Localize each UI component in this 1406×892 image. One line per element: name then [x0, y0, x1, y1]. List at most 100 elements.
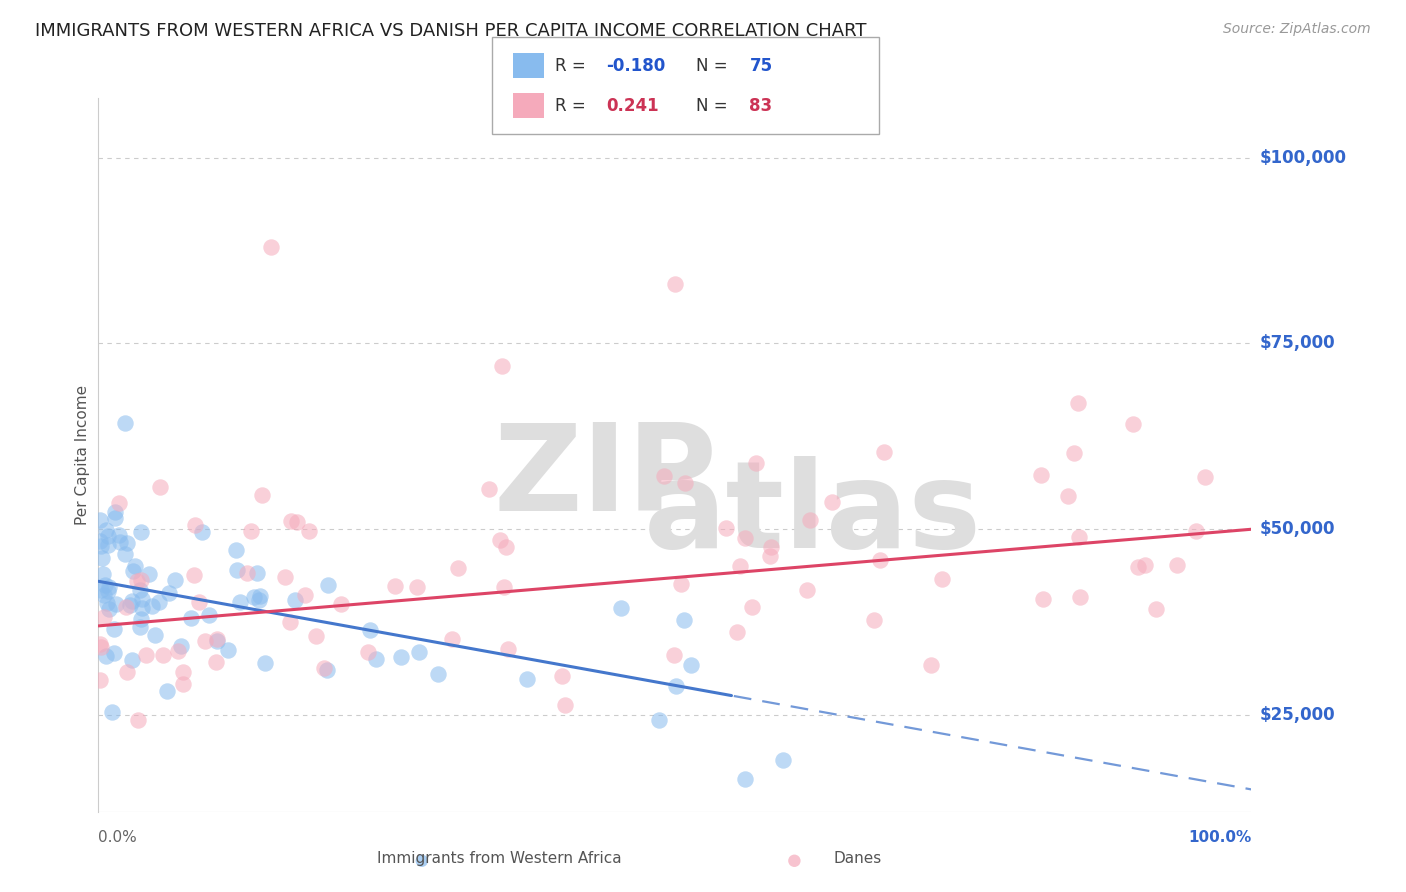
Point — [285, 515, 308, 529]
Text: N =: N = — [696, 56, 733, 75]
Text: $25,000: $25,000 — [1260, 706, 1336, 724]
Point — [170, 640, 193, 654]
Point — [125, 574, 148, 588]
Point — [389, 649, 412, 664]
Point — [239, 524, 262, 539]
Point — [1185, 524, 1208, 538]
Point — [516, 672, 538, 686]
Point — [495, 540, 517, 554]
Point — [551, 669, 574, 683]
Point — [97, 602, 120, 616]
Point — [796, 583, 818, 598]
Point — [107, 496, 129, 510]
Point — [114, 416, 136, 430]
Point — [94, 578, 117, 592]
Point — [89, 637, 111, 651]
Point — [249, 593, 271, 607]
Text: $100,000: $100,000 — [1260, 149, 1347, 167]
Point — [714, 521, 737, 535]
Point — [114, 600, 136, 615]
Point — [675, 476, 697, 491]
Point — [89, 513, 111, 527]
Point — [90, 539, 112, 553]
Point — [138, 566, 160, 581]
Point — [97, 529, 120, 543]
Point — [494, 580, 516, 594]
Point — [665, 679, 688, 693]
Point — [104, 505, 127, 519]
Point — [129, 573, 152, 587]
Text: atlas: atlas — [644, 456, 983, 573]
Text: $50,000: $50,000 — [1260, 520, 1336, 538]
Text: $75,000: $75,000 — [1260, 334, 1336, 352]
Point — [108, 535, 131, 549]
Text: IMMIGRANTS FROM WESTERN AFRICA VS DANISH PER CAPITA INCOME CORRELATION CHART: IMMIGRANTS FROM WESTERN AFRICA VS DANISH… — [35, 22, 866, 40]
Point — [184, 518, 207, 533]
Point — [93, 610, 115, 624]
Point — [406, 580, 429, 594]
Point — [104, 511, 127, 525]
Point — [411, 854, 433, 868]
Point — [163, 573, 186, 587]
Point — [863, 613, 886, 627]
Point — [172, 665, 194, 680]
Point — [384, 579, 406, 593]
Point — [869, 553, 891, 567]
Point — [180, 611, 202, 625]
Point — [1194, 470, 1216, 484]
Point — [669, 577, 692, 591]
Point — [121, 652, 143, 666]
Point — [1067, 396, 1090, 410]
Point — [648, 713, 671, 727]
Text: R =: R = — [555, 96, 592, 115]
Point — [440, 632, 463, 647]
Point — [128, 620, 150, 634]
Point — [152, 648, 174, 662]
Point — [156, 684, 179, 698]
Point — [108, 527, 131, 541]
Point — [783, 854, 806, 868]
Point — [198, 608, 221, 623]
Point — [280, 514, 302, 528]
Text: N =: N = — [696, 96, 733, 115]
Point — [359, 623, 381, 637]
Point — [135, 648, 157, 663]
Point — [172, 677, 194, 691]
Point — [96, 523, 118, 537]
Point — [364, 652, 387, 666]
Point — [305, 629, 328, 643]
Point — [1133, 558, 1156, 572]
Point — [931, 572, 953, 586]
Point — [96, 597, 118, 611]
Point — [249, 589, 271, 603]
Point — [90, 640, 112, 655]
Point — [356, 645, 378, 659]
Point — [1032, 591, 1054, 606]
Point — [127, 713, 149, 727]
Text: Source: ZipAtlas.com: Source: ZipAtlas.com — [1223, 22, 1371, 37]
Y-axis label: Per Capita Income: Per Capita Income — [75, 384, 90, 525]
Point — [873, 445, 896, 459]
Point — [672, 613, 695, 627]
Point — [96, 648, 118, 663]
Point — [236, 566, 259, 580]
Point — [1069, 530, 1091, 544]
Point — [799, 513, 821, 527]
Point — [491, 359, 513, 373]
Point — [759, 549, 782, 563]
Point — [121, 564, 143, 578]
Point — [217, 643, 239, 657]
Point — [1029, 467, 1052, 482]
Point — [103, 646, 125, 660]
Point — [554, 698, 576, 713]
Point — [426, 667, 449, 681]
Point — [183, 568, 205, 582]
Point — [681, 658, 703, 673]
Point — [284, 593, 307, 607]
Point — [496, 642, 519, 657]
Point — [114, 547, 136, 561]
Point — [166, 644, 188, 658]
Text: 83: 83 — [749, 96, 772, 115]
Text: Danes: Danes — [834, 851, 882, 865]
Text: ZIP: ZIP — [494, 418, 717, 536]
